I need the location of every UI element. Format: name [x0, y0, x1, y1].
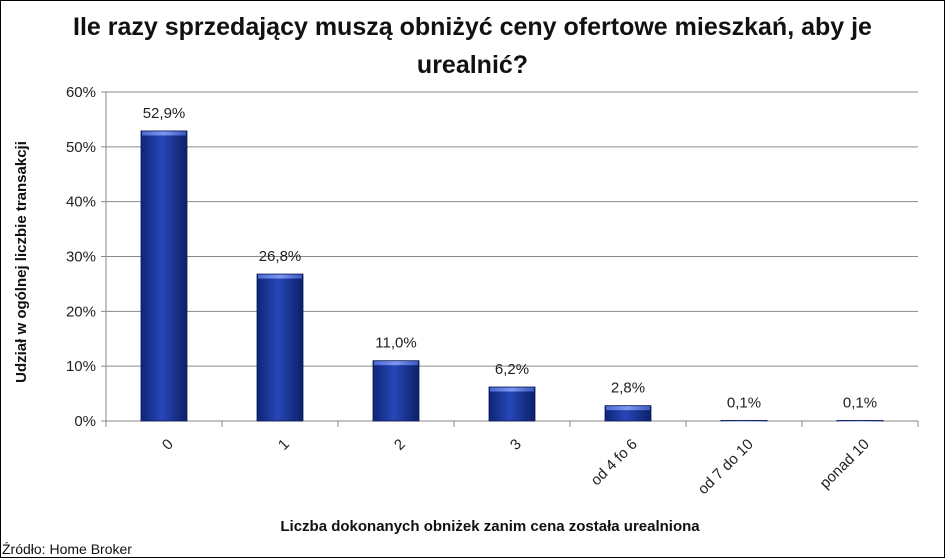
data-label: 0,1% — [843, 394, 877, 411]
x-tick-label: od 4 fo 6 — [588, 436, 641, 489]
data-label: 0,1% — [727, 394, 761, 411]
y-tick-label: 30% — [66, 249, 96, 266]
y-tick-label: 40% — [66, 194, 96, 211]
data-label: 26,8% — [259, 248, 302, 265]
bar-body — [488, 386, 536, 422]
y-tick-label: 0% — [74, 413, 96, 430]
x-tick-label: 0 — [159, 436, 177, 454]
bar-cap — [722, 420, 766, 422]
bars — [140, 130, 884, 422]
bar-body — [256, 273, 304, 422]
y-axis-title: Udział w ogólnej liczbie transakcji — [13, 141, 30, 383]
bar-body — [140, 130, 188, 422]
bar-cap — [258, 274, 302, 279]
x-tick-label: 2 — [391, 436, 409, 454]
source-note: Źródło: Home Broker — [2, 541, 132, 557]
y-tick-label: 20% — [66, 303, 96, 320]
bar-cap — [838, 420, 882, 422]
bar — [372, 360, 420, 422]
y-tick-label: 10% — [66, 358, 96, 375]
bar — [256, 273, 304, 422]
bar-cap — [142, 131, 186, 136]
data-label: 11,0% — [375, 335, 416, 352]
y-tick-label: 50% — [66, 139, 96, 156]
data-label: 2,8% — [611, 380, 645, 397]
y-tick-label: 60% — [66, 84, 96, 101]
bar-body — [720, 420, 768, 422]
data-label: 52,9% — [143, 105, 186, 122]
gridlines — [106, 91, 918, 367]
x-tick-label: od 7 do 10 — [695, 436, 757, 498]
data-label: 6,2% — [495, 361, 529, 378]
bar — [720, 420, 768, 422]
x-axis-title: Liczba dokonanych obniżek zanim cena zos… — [280, 518, 700, 535]
bar-body — [836, 420, 884, 422]
chart-title: Ile razy sprzedający muszą obniżyć ceny … — [73, 13, 872, 79]
bar — [488, 386, 536, 422]
bar-body — [372, 360, 420, 422]
bar-cap — [606, 406, 650, 411]
bar — [604, 405, 652, 422]
bar — [140, 130, 188, 422]
x-tick-label: ponad 10 — [817, 436, 873, 492]
x-tick-label: 1 — [275, 436, 293, 454]
x-tick-label: 3 — [507, 436, 525, 454]
bar-cap — [490, 387, 534, 392]
bar — [836, 420, 884, 422]
bar-cap — [374, 361, 418, 366]
data-labels: 52,9% 0 26,8% 1 11,0% 2 6,2% 3 2,8% od 4 fo 6 0,1%… — [143, 105, 877, 498]
